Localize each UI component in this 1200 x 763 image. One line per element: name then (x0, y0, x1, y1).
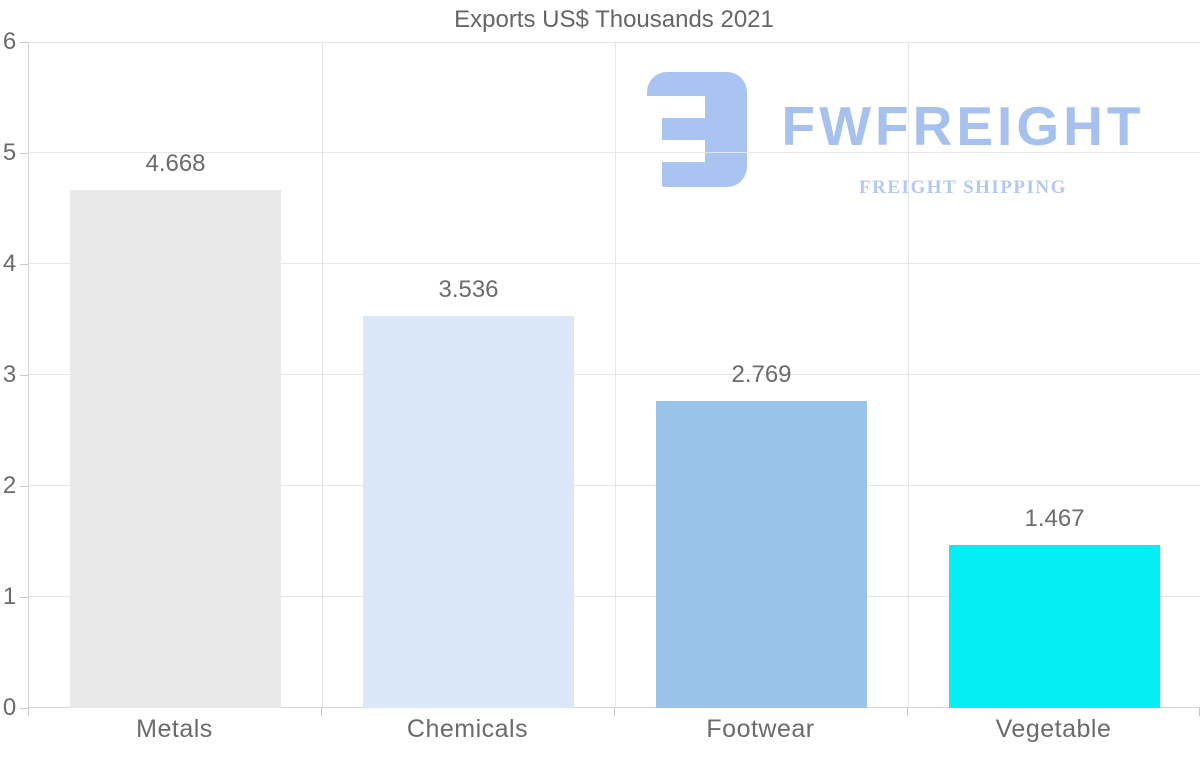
bar-vegetable (949, 545, 1160, 708)
gridline-horizontal-3 (29, 374, 1200, 375)
x-category-label-metals: Metals (136, 715, 213, 743)
gridline-horizontal-4 (29, 263, 1200, 264)
y-tick-label-2: 2 (2, 472, 17, 499)
bar-footwear (656, 400, 867, 708)
chart-title: Exports US$ Thousands 2021 (454, 6, 774, 33)
x-axis: Metals Chemicals Footwear Vegetable (28, 708, 1200, 763)
gridline-horizontal-1 (29, 596, 1200, 597)
x-tick-mark-3 (907, 708, 908, 716)
gridline-vertical-3 (908, 42, 909, 707)
y-tick-label-4: 4 (2, 250, 17, 277)
bar-value-label-metals: 4.668 (145, 149, 206, 177)
bar-value-label-vegetable: 1.467 (1024, 505, 1085, 533)
y-tick-label-6: 6 (2, 28, 17, 55)
x-tick-mark-2 (614, 708, 615, 716)
y-tick-mark-2 (20, 486, 28, 487)
watermark-tagline-text: FREIGHT SHIPPING (859, 177, 1067, 198)
bar-value-label-footwear: 2.769 (731, 360, 792, 388)
gridline-vertical-1 (322, 42, 323, 707)
y-tick-mark-6 (20, 42, 28, 43)
y-tick-mark-4 (20, 264, 28, 265)
x-category-label-chemicals: Chemicals (406, 715, 529, 743)
y-tick-label-1: 1 (2, 583, 17, 610)
bar-value-label-chemicals: 3.536 (438, 275, 499, 303)
plot-area: FWFREIGHT FREIGHT SHIPPING 4.668 3.536 2.7… (28, 42, 1200, 708)
gridline-horizontal-6 (29, 42, 1200, 43)
watermark-brand-text: FWFREIGHT (781, 95, 1145, 157)
x-category-label-footwear: Footwear (706, 715, 815, 743)
bar-chemicals (363, 315, 574, 708)
bar-metals (70, 189, 281, 708)
x-tick-mark-1 (321, 708, 322, 716)
y-tick-mark-5 (20, 153, 28, 154)
y-tick-label-5: 5 (2, 139, 17, 166)
gridline-horizontal-5 (29, 152, 1200, 153)
y-tick-label-3: 3 (2, 361, 17, 388)
y-tick-label-0: 0 (2, 694, 17, 721)
y-tick-mark-3 (20, 375, 28, 376)
gridline-vertical-2 (615, 42, 616, 707)
gridline-horizontal-2 (29, 485, 1200, 486)
y-axis: 0 1 2 3 4 5 6 (0, 28, 28, 721)
y-tick-mark-0 (20, 708, 28, 709)
x-category-label-vegetable: Vegetable (995, 715, 1112, 743)
brand-watermark: FWFREIGHT FREIGHT SHIPPING (647, 72, 1187, 222)
fwfreight-logo-icon (647, 72, 747, 187)
y-tick-mark-1 (20, 597, 28, 598)
x-tick-mark-0 (28, 708, 29, 716)
